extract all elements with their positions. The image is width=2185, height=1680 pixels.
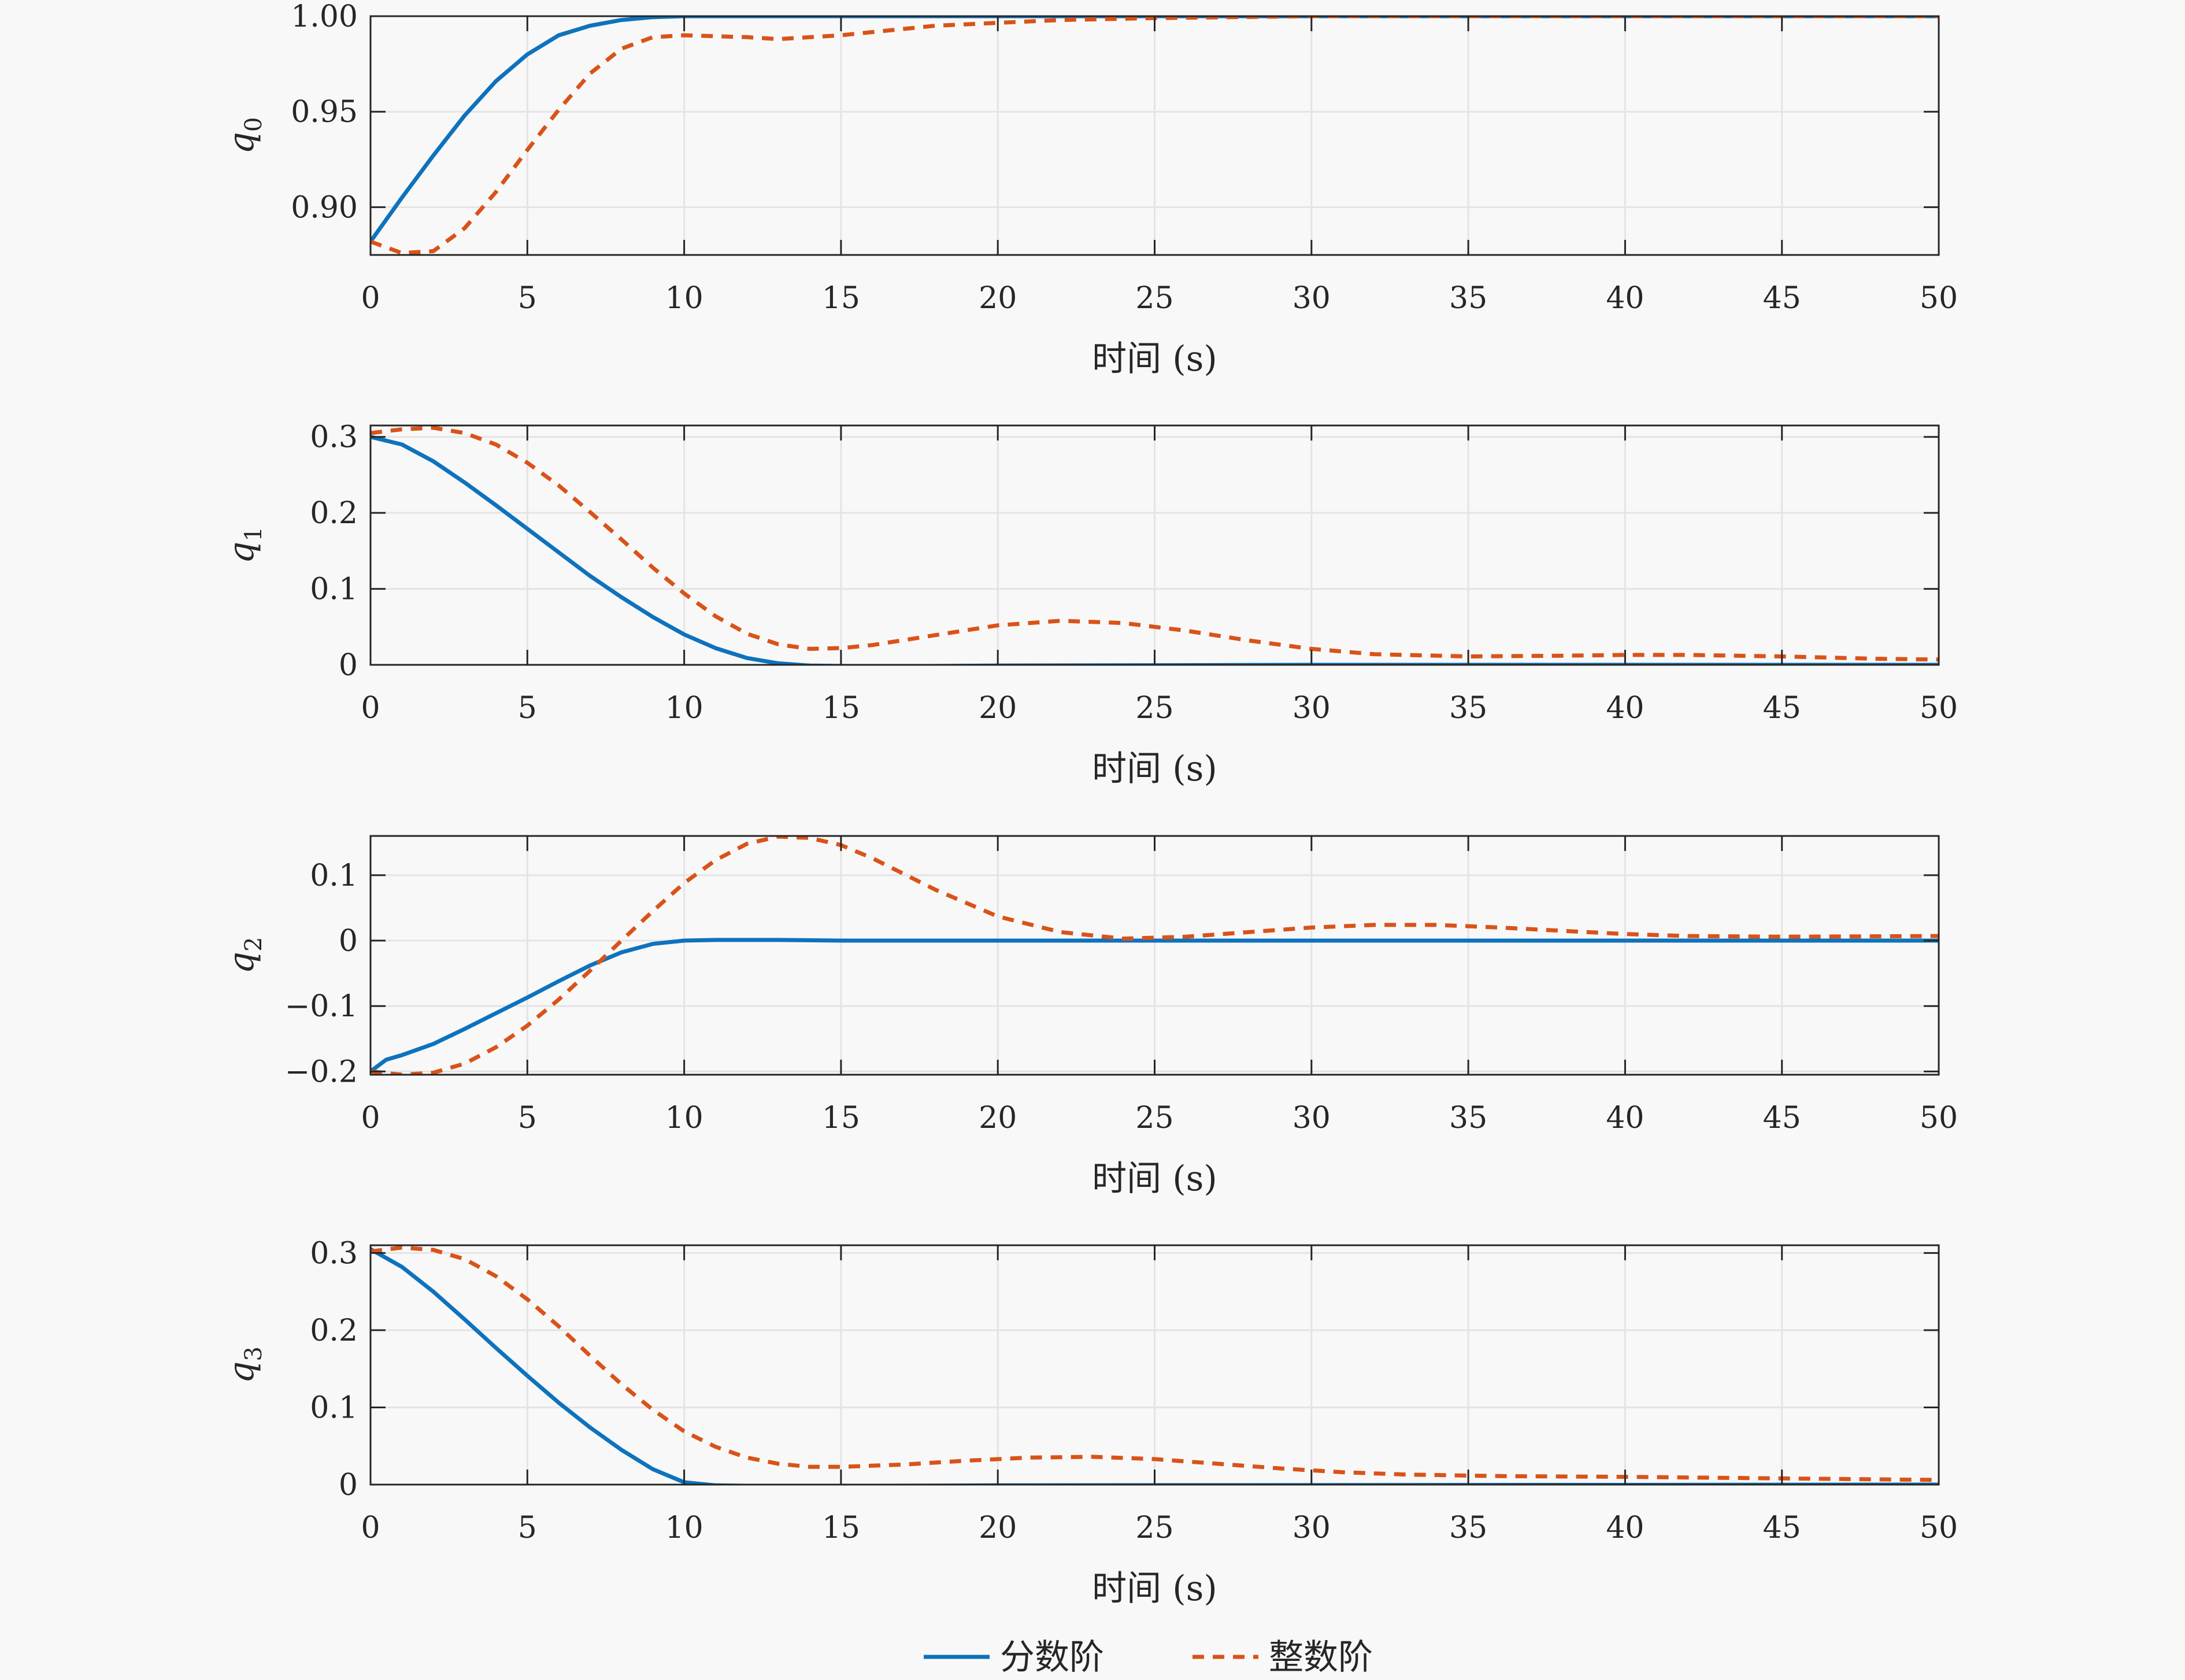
x-tick-label: 0 (361, 691, 380, 726)
x-tick-label: 35 (1449, 1511, 1487, 1545)
panel-q3: 0 5 10 15 20 25 30 35 40 45 50 0 0.1 0.2 0.3 时间 (s) q3 (221, 1236, 1958, 1609)
y-tick-label: 0.1 (310, 858, 358, 893)
x-tick-label: 25 (1135, 1101, 1173, 1135)
x-tick-label: 0 (361, 1511, 380, 1545)
y-axis-label-main: q (221, 132, 262, 154)
x-tick-label: 5 (518, 691, 537, 726)
x-tick-label: 20 (979, 1511, 1017, 1545)
x-tick-label: 50 (1920, 1511, 1958, 1545)
x-tick-label: 15 (822, 281, 860, 316)
series-fractional-line (371, 1247, 1939, 1485)
x-tick-label: 50 (1920, 1101, 1958, 1135)
y-tick-label: 0 (339, 924, 358, 959)
x-tick-label: 20 (979, 1101, 1017, 1135)
y-axis-label-subscript: 0 (240, 117, 267, 132)
y-tick-label: 0.90 (291, 190, 358, 225)
x-tick-label: 20 (979, 691, 1017, 726)
x-tick-label: 15 (822, 691, 860, 726)
y-tick-label: 0.1 (310, 1390, 358, 1425)
x-tick-label: 40 (1606, 691, 1644, 726)
y-tick-label: 0 (339, 648, 358, 683)
x-axis-label: 时间 (s) (1092, 339, 1217, 379)
x-axis-label: 时间 (s) (1092, 1568, 1217, 1609)
y-tick-label: 0 (339, 1468, 358, 1503)
y-axis-label: q0 (221, 117, 267, 154)
x-tick-label: 35 (1449, 691, 1487, 726)
x-tick-label: 30 (1293, 1101, 1331, 1135)
series-integer-line (371, 1245, 1939, 1482)
x-tick-label: 35 (1449, 1101, 1487, 1135)
y-axis-label-main: q (221, 542, 262, 564)
y-axis-label-subscript: 3 (240, 1346, 267, 1361)
y-tick-label: 1.00 (291, 0, 358, 34)
y-axis-label: q3 (221, 1346, 267, 1383)
x-tick-label: 40 (1606, 1101, 1644, 1135)
y-tick-label: 0.2 (310, 1313, 358, 1348)
y-axis-label-subscript: 2 (240, 937, 267, 952)
y-tick-label: 0.1 (310, 572, 358, 607)
x-tick-label: 30 (1293, 691, 1331, 726)
y-tick-label: −0.1 (285, 989, 358, 1024)
x-axis-label: 时间 (s) (1092, 749, 1217, 789)
y-tick-label: 0.95 (291, 95, 358, 129)
x-tick-label: 50 (1920, 691, 1958, 726)
x-tick-label: 40 (1606, 1511, 1644, 1545)
x-axis-label: 时间 (s) (1092, 1159, 1217, 1199)
x-tick-label: 15 (822, 1511, 860, 1545)
legend: 分数阶 整数阶 (924, 1637, 1373, 1678)
y-tick-label: −0.2 (285, 1054, 358, 1089)
x-tick-label: 30 (1293, 281, 1331, 316)
y-axis-label-main: q (221, 952, 262, 974)
series-integer-line (371, 836, 1939, 1075)
x-tick-label: 45 (1763, 1101, 1801, 1135)
panel-q1: 0 5 10 15 20 25 30 35 40 45 50 0 0.1 0.2 0.3 时间 (s) q1 (221, 420, 1958, 789)
x-tick-label: 25 (1135, 691, 1173, 726)
y-tick-label: 0.3 (310, 1236, 358, 1271)
y-axis-label-subscript: 1 (240, 527, 267, 541)
series-integer-line (371, 425, 1939, 662)
x-tick-label: 10 (665, 281, 703, 316)
x-tick-label: 0 (361, 281, 380, 316)
series-integer-line (371, 16, 1939, 255)
x-tick-label: 45 (1763, 1511, 1801, 1545)
x-tick-label: 40 (1606, 281, 1644, 316)
x-tick-label: 5 (518, 1511, 537, 1545)
x-tick-label: 10 (665, 691, 703, 726)
x-tick-label: 35 (1449, 281, 1487, 316)
panel-q2: 0 5 10 15 20 25 30 35 40 45 50 −0.2 −0.1 0 0.1 时间 (s) q2 (221, 835, 1958, 1199)
x-tick-label: 0 (361, 1101, 380, 1135)
x-tick-label: 50 (1920, 281, 1958, 316)
x-tick-label: 45 (1763, 691, 1801, 726)
series-fractional-line (371, 938, 1939, 1074)
x-tick-label: 10 (665, 1511, 703, 1545)
x-tick-label: 25 (1135, 281, 1173, 316)
x-tick-label: 30 (1293, 1511, 1331, 1545)
x-tick-label: 45 (1763, 281, 1801, 316)
legend-label-integer: 整数阶 (1269, 1637, 1373, 1678)
x-tick-label: 5 (518, 281, 537, 316)
y-axis-label: q2 (221, 937, 267, 974)
legend-label-fractional: 分数阶 (1000, 1637, 1104, 1678)
x-tick-label: 5 (518, 1101, 537, 1135)
y-axis-label: q1 (221, 527, 267, 564)
x-tick-label: 25 (1135, 1511, 1173, 1545)
x-tick-label: 15 (822, 1101, 860, 1135)
x-tick-label: 10 (665, 1101, 703, 1135)
series-fractional-line (371, 435, 1939, 665)
y-tick-label: 0.3 (310, 420, 358, 455)
y-axis-label-main: q (221, 1361, 262, 1383)
x-tick-label: 20 (979, 281, 1017, 316)
y-tick-label: 0.2 (310, 496, 358, 531)
